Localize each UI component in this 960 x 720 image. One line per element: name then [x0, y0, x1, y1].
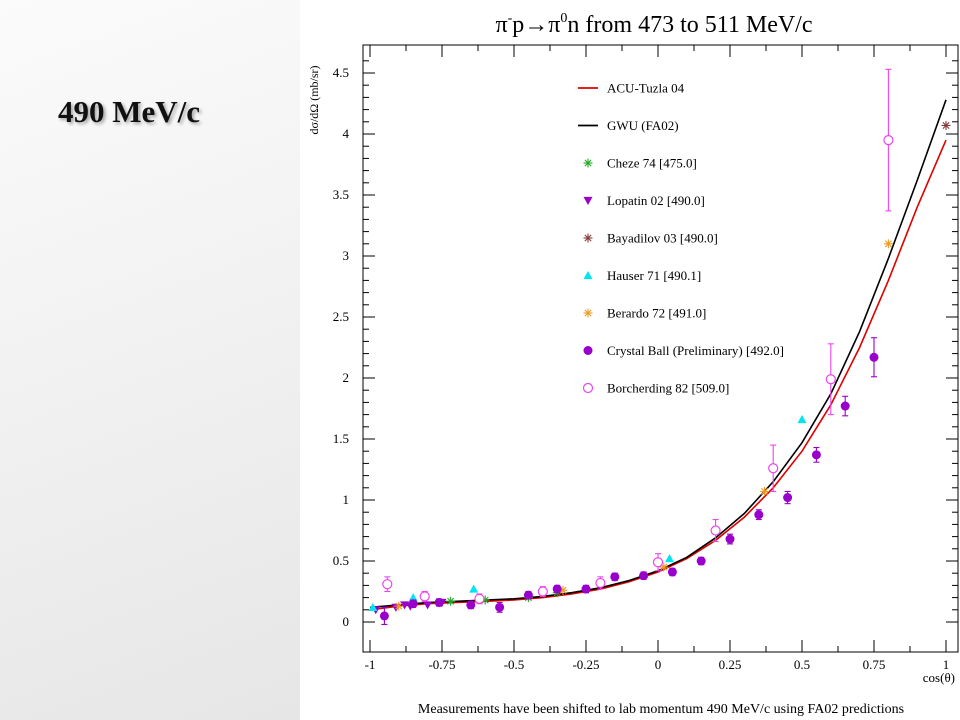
data-point — [825, 374, 836, 385]
background-decoration — [0, 0, 300, 720]
data-point — [583, 158, 593, 168]
data-point — [408, 599, 418, 609]
data-point — [434, 597, 444, 607]
y-tick-label: 0 — [343, 614, 350, 629]
chart-caption: Measurements have been shifted to lab mo… — [418, 702, 904, 717]
x-tick-label: 0.5 — [794, 657, 810, 672]
data-point — [665, 554, 675, 563]
x-tick-label: -0.5 — [504, 657, 525, 672]
curve-line — [369, 139, 947, 611]
plot-frame — [362, 44, 959, 653]
data-point — [760, 486, 770, 496]
data-point — [652, 557, 664, 568]
data-point — [610, 572, 620, 582]
plot-area: -1 -0.75 -0.5 -0.25 0 0.25 0.5 0.75 1 0 0.5 1 1.5 2 2.… — [333, 44, 959, 672]
x-tick-label: -1 — [365, 657, 376, 672]
data-point — [523, 590, 533, 600]
data-point — [423, 601, 433, 610]
star-stroke — [447, 597, 455, 605]
data-point — [754, 510, 764, 520]
x-tick-label: 0.75 — [863, 657, 886, 672]
data-point — [883, 135, 894, 146]
data-point — [469, 584, 479, 593]
y-tick-label: 1 — [343, 492, 350, 507]
star-stroke — [584, 159, 592, 167]
data-point — [408, 593, 418, 602]
data-point — [419, 591, 430, 602]
legend: ACU-Tuzla 04 GWU (FA02) Cheze 74 [475.0] Lo… — [578, 81, 784, 396]
data-point — [696, 556, 706, 566]
data-point — [382, 579, 393, 590]
data-point — [466, 600, 476, 610]
data-point — [394, 601, 404, 611]
data-point — [583, 308, 593, 318]
y-tick-label: 4 — [343, 126, 350, 141]
data-point — [583, 346, 593, 355]
data-point — [583, 196, 593, 205]
y-tick-label: 1.5 — [333, 431, 349, 446]
data-point — [583, 233, 593, 243]
star-stroke — [584, 309, 592, 317]
data-point — [768, 463, 779, 474]
data-point — [797, 414, 807, 424]
star-stroke — [584, 234, 592, 242]
data-point — [474, 593, 485, 604]
legend-label: Borcherding 82 [509.0] — [607, 381, 729, 396]
x-tick-label: 0.25 — [719, 657, 742, 672]
legend-label: Bayadilov 03 [490.0] — [607, 231, 718, 246]
x-tick-label: 0 — [655, 657, 662, 672]
slide-title: 490 MeV/c — [58, 94, 201, 129]
legend-label: Crystal Ball (Preliminary) [492.0] — [607, 343, 784, 358]
x-tick-label: -0.75 — [428, 657, 455, 672]
data-point — [537, 586, 548, 597]
data-point — [941, 120, 951, 130]
legend-label: Cheze 74 [475.0] — [607, 156, 697, 171]
data-point — [840, 401, 850, 411]
data-point — [725, 534, 735, 544]
data-point — [595, 577, 606, 589]
legend-label: ACU-Tuzla 04 — [607, 81, 685, 96]
data-point — [783, 493, 793, 503]
data-point — [583, 271, 593, 280]
star-stroke — [942, 121, 950, 129]
data-point — [710, 525, 721, 536]
legend-label: Hauser 71 [490.1] — [607, 268, 701, 283]
y-axis-label: dσ/dΩ (mb/sr) — [307, 65, 321, 134]
data-point — [667, 567, 677, 577]
y-tick-label: 2 — [343, 370, 350, 385]
data-point — [811, 450, 821, 460]
x-tick-label: -0.25 — [572, 657, 599, 672]
star-stroke — [660, 563, 668, 571]
data-point — [446, 596, 456, 606]
legend-label: Berardo 72 [491.0] — [607, 306, 706, 321]
data-point — [883, 239, 893, 249]
chart-title: π-p→π0n from 473 to 511 MeV/c — [496, 11, 813, 38]
data-point — [495, 602, 505, 612]
y-tick-label: 4.5 — [333, 65, 349, 80]
star-stroke — [559, 586, 567, 594]
x-axis-label: cos(θ) — [923, 670, 955, 685]
data-point — [869, 352, 879, 362]
data-point — [639, 571, 649, 581]
data-point — [368, 602, 378, 611]
legend-label: GWU (FA02) — [607, 118, 679, 133]
star-stroke — [884, 240, 892, 248]
y-tick-label: 2.5 — [333, 309, 349, 324]
legend-label: Lopatin 02 [490.0] — [607, 193, 705, 208]
y-tick-label: 3 — [343, 248, 350, 263]
data-point — [552, 584, 562, 594]
data-point — [581, 584, 591, 594]
data-point — [582, 382, 594, 394]
y-tick-label: 3.5 — [333, 187, 349, 202]
star-stroke — [395, 602, 403, 610]
y-tick-label: 0.5 — [333, 553, 349, 568]
data-point — [379, 611, 389, 621]
x-tick-label: 1 — [943, 657, 950, 672]
star-stroke — [761, 487, 769, 495]
